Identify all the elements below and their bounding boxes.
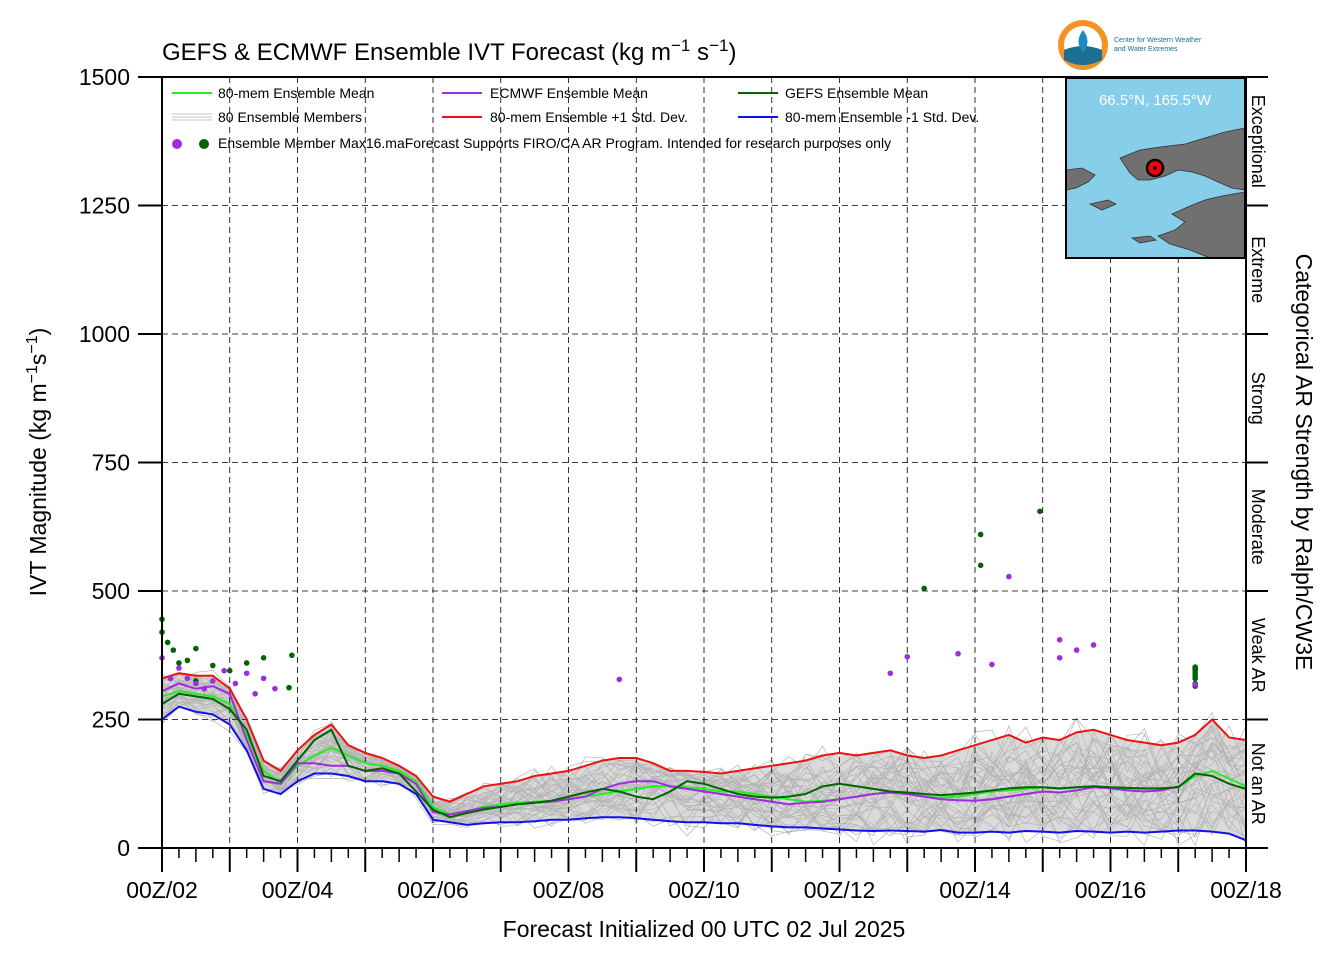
legend: 80-mem Ensemble Mean ECMWF Ensemble Mean… <box>172 85 979 151</box>
x-tick-label: 00Z/18 <box>1210 877 1282 903</box>
gefs-member-max-point <box>977 562 984 569</box>
ecmwf-member-max-point <box>1192 681 1198 688</box>
ecmwf-member-max-point <box>904 653 911 660</box>
gefs-member-max-point <box>164 639 171 646</box>
y-tick-label: 750 <box>92 450 130 476</box>
gefs-member-max-point <box>286 684 292 691</box>
ensemble-member-line <box>161 682 1247 816</box>
y-tick-label: 1500 <box>79 64 130 90</box>
inset-location-dot <box>1153 166 1157 170</box>
gefs-member-max-point <box>1192 664 1198 670</box>
x-tick-label: 00Z/08 <box>533 877 605 903</box>
legend-swatch-max-gefs <box>199 139 209 149</box>
ecmwf-member-max-point <box>260 675 267 682</box>
ecmwf-member-max-point <box>193 680 199 687</box>
gefs-member-max-point <box>176 660 182 666</box>
legend-label-ecmwf-mean: ECMWF Ensemble Mean <box>490 85 648 101</box>
series-line-minus-sd <box>161 705 1247 842</box>
gefs-member-max-point <box>170 647 177 653</box>
ecmwf-member-max-point <box>989 661 995 668</box>
logo-wave <box>1064 46 1102 65</box>
legend-swatch-members <box>172 113 212 121</box>
ecmwf-member-max-point <box>232 680 239 687</box>
gefs-member-max-point <box>977 531 984 538</box>
ecmwf-member-max-point <box>1056 655 1063 661</box>
legend-swatch-max-ecmwf <box>172 139 182 149</box>
y-tick-label: 500 <box>92 578 130 604</box>
gefs-member-max-point <box>260 655 267 661</box>
chart-title: GEFS & ECMWF Ensemble IVT Forecast (kg m… <box>162 36 736 66</box>
y-axis-label: IVT Magnitude (kg m−1s−1) <box>24 328 51 597</box>
inset-island-1 <box>1088 199 1117 211</box>
cw3e-logo: Center for Western Weather and Water Ext… <box>1058 20 1202 70</box>
ensemble-member-line <box>161 674 1247 805</box>
ecmwf-member-max-point <box>243 670 250 677</box>
gefs-member-max-point <box>184 657 191 664</box>
series-line-ecmwf-mean <box>161 682 1179 816</box>
x-tick-label: 00Z/06 <box>397 877 469 903</box>
y-tick-label: 250 <box>92 707 130 733</box>
ecmwf-member-max-point <box>167 675 174 682</box>
ar-category-label: Strong <box>1248 372 1268 425</box>
ecmwf-member-max-point <box>955 650 961 657</box>
x-axis-label: Forecast Initialized 00 UTC 02 Jul 2025 <box>503 916 906 942</box>
y-tick-label: 0 <box>117 835 130 861</box>
ecmwf-member-max-point <box>221 667 227 674</box>
ar-category-label: Weak AR <box>1248 618 1268 693</box>
inset-frame <box>1065 77 1246 259</box>
gefs-member-max-point <box>289 652 295 659</box>
ecmwf-member-max-point <box>1056 637 1063 643</box>
ar-category-label: Not an AR <box>1248 743 1268 825</box>
y-tick-label: 1000 <box>79 321 130 347</box>
inset-location-label: 66.5°N, 165.5°W <box>1099 92 1212 109</box>
gefs-member-max-point <box>243 660 250 666</box>
ecmwf-member-max-point <box>272 685 278 692</box>
gefs-member-max-point <box>193 645 199 652</box>
x-tick-label: 00Z/10 <box>668 877 740 903</box>
x-tick-label: 00Z/04 <box>262 877 334 903</box>
gefs-member-max-point <box>226 667 233 674</box>
x-tick-label: 00Z/12 <box>804 877 876 903</box>
legend-label-max: Ensemble Member Max16.maForecast Support… <box>218 135 891 151</box>
logo-text-line1: Center for Western Weather <box>1114 37 1202 44</box>
ar-category-label: Extreme <box>1248 236 1268 303</box>
series-line-plus-sd <box>161 672 1247 803</box>
x-tick-label: 00Z/02 <box>126 877 198 903</box>
series-line-gefs-mean <box>161 692 1247 819</box>
right-axis-label: Categorical AR Strength by Ralph/CW3E <box>1291 254 1317 671</box>
legend-label-gefs-mean: GEFS Ensemble Mean <box>785 85 928 101</box>
ar-category-label: Exceptional <box>1248 95 1268 188</box>
x-tick-label: 00Z/16 <box>1075 877 1147 903</box>
inset-map: 66.5°N, 165.5°W <box>1065 77 1246 259</box>
gefs-member-max-point <box>921 585 927 592</box>
ensemble-member-line <box>161 676 1247 806</box>
ecmwf-member-max-point <box>887 670 894 677</box>
y-tick-label: 1250 <box>79 193 130 219</box>
gefs-member-max-point <box>1192 670 1198 677</box>
ecmwf-member-max-point <box>1006 573 1012 580</box>
ecmwf-member-max-point <box>1090 642 1097 648</box>
legend-label-ens-mean: 80-mem Ensemble Mean <box>218 85 374 101</box>
gefs-member-max-point <box>210 662 216 669</box>
legend-label-plus-sd: 80-mem Ensemble +1 Std. Dev. <box>490 109 688 125</box>
ecmwf-member-max-point <box>184 675 191 682</box>
logo-drop-icon <box>1078 30 1088 52</box>
ecmwf-member-max-point <box>176 665 182 671</box>
logo-text-line2: and Water Extremes <box>1114 46 1178 53</box>
ecmwf-member-max-point <box>1073 647 1080 653</box>
inset-island-2 <box>1130 235 1158 244</box>
ecmwf-member-max-point <box>210 678 216 684</box>
ecmwf-member-max-point <box>252 691 258 697</box>
ecmwf-member-max-point <box>201 685 208 692</box>
ar-category-label: Moderate <box>1248 489 1268 565</box>
ensemble-member-line <box>161 691 1247 835</box>
legend-label-members: 80 Ensemble Members <box>218 109 362 125</box>
ecmwf-member-max-point <box>616 676 623 683</box>
legend-label-minus-sd: 80-mem Ensemble -1 Std. Dev. <box>785 109 979 125</box>
gefs-member-max-point <box>1037 508 1043 515</box>
x-tick-label: 00Z/14 <box>939 877 1011 903</box>
